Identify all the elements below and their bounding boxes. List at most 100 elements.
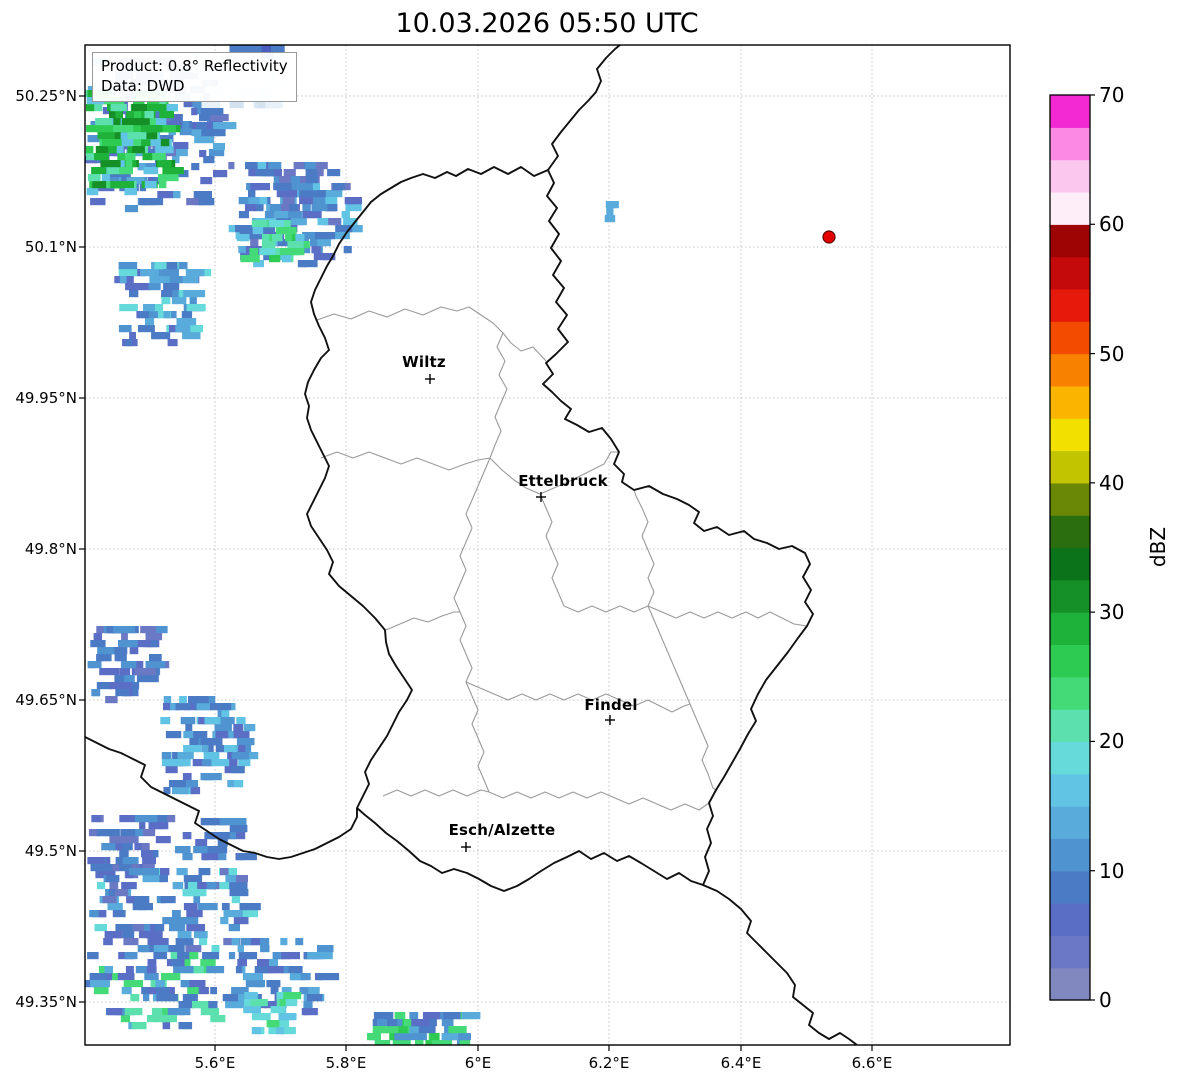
colorbar-segment — [1050, 547, 1090, 581]
radar-echo — [153, 952, 168, 960]
radar-echo — [213, 170, 228, 178]
colorbar-segment — [1050, 515, 1090, 549]
radar-echo — [124, 188, 137, 196]
radar-echo — [244, 752, 259, 760]
radar-echo — [119, 815, 140, 823]
radar-echo — [169, 1008, 191, 1016]
radar-echo — [191, 108, 198, 116]
radar-echo — [250, 183, 270, 191]
radar-echo — [120, 132, 132, 140]
radar-echo — [269, 1020, 280, 1028]
radar-echo — [153, 945, 169, 953]
radar-echo — [144, 111, 154, 119]
radar-echo — [164, 269, 179, 277]
radar-echo — [277, 1020, 290, 1028]
radar-echo — [233, 780, 244, 788]
radar-echo — [230, 832, 246, 840]
radar-echo — [163, 283, 180, 291]
radar-echo — [100, 160, 121, 168]
radar-echo — [250, 999, 268, 1007]
radar-echo — [121, 118, 143, 126]
radar-echo — [92, 181, 107, 189]
radar-echo — [604, 215, 616, 223]
radar-echo — [129, 332, 136, 340]
radar-echo — [162, 167, 184, 175]
radar-echo — [281, 966, 303, 974]
radar-echo — [151, 304, 164, 312]
radar-echo — [283, 992, 302, 1000]
radar-echo — [289, 204, 299, 212]
colorbar-segment — [1050, 224, 1090, 258]
radar-echo — [302, 204, 311, 212]
radar-echo — [280, 938, 288, 946]
radar-echo — [122, 325, 132, 333]
radar-echo — [90, 980, 110, 988]
radar-echo — [240, 255, 260, 263]
radar-echo — [187, 987, 200, 995]
radar-echo — [270, 987, 279, 995]
radar-echo — [279, 999, 286, 1007]
radar-echo — [178, 1022, 193, 1030]
radar-echo — [301, 246, 311, 254]
radar-echo — [135, 829, 143, 837]
colorbar-segment — [1050, 709, 1090, 743]
radar-echo — [273, 176, 280, 184]
radar-echo — [125, 283, 144, 291]
radar-echo — [172, 787, 189, 795]
radar-echo — [147, 959, 157, 967]
radar-echo — [306, 994, 323, 1002]
radar-echo — [113, 118, 121, 126]
radar-echo — [161, 297, 171, 305]
radar-echo — [131, 640, 151, 648]
colorbar-segment — [1050, 353, 1090, 387]
radar-echo — [118, 177, 129, 185]
colorbar-segment — [1050, 95, 1090, 128]
radar-echo — [156, 994, 178, 1002]
radar-echo — [147, 177, 155, 185]
radar-echo — [157, 191, 174, 199]
radar-echo — [108, 647, 128, 655]
radar-echo — [253, 162, 270, 170]
radar-echo — [189, 738, 199, 746]
radar-echo — [325, 204, 338, 212]
radar-echo — [202, 952, 220, 960]
radar-echo — [175, 703, 191, 711]
radar-echo — [289, 973, 306, 981]
radar-echo — [145, 163, 158, 171]
radar-echo — [200, 738, 223, 746]
colorbar-segment — [1050, 741, 1090, 775]
radar-echo — [119, 668, 131, 676]
radar-echo — [126, 177, 145, 185]
radar-echo — [126, 111, 140, 119]
radar-echo — [146, 815, 158, 823]
radar-echo — [113, 181, 135, 189]
radar-echo — [278, 176, 298, 184]
radar-echo — [195, 839, 208, 847]
radar-echo — [248, 190, 256, 198]
radar-echo — [317, 973, 340, 981]
radar-echo — [343, 246, 352, 254]
radar-echo — [115, 111, 123, 119]
radar-echo — [298, 260, 318, 268]
radar-echo — [103, 654, 111, 662]
radar-echo — [178, 1001, 195, 1009]
radar-echo — [125, 160, 133, 168]
radar-echo — [461, 1012, 481, 1020]
radar-echo — [225, 1001, 245, 1009]
radar-echo — [114, 675, 135, 683]
radar-echo — [124, 153, 136, 161]
region-border — [385, 611, 460, 631]
x-tick-label: 5.6°E — [194, 1054, 236, 1072]
radar-echo — [184, 959, 191, 967]
radar-echo — [317, 945, 334, 953]
radar-echo — [290, 176, 300, 184]
radar-echo — [183, 731, 194, 739]
radar-echo — [243, 724, 256, 732]
y-tick-label: 49.65°N — [15, 691, 77, 709]
radar-echo — [91, 815, 101, 823]
radar-echo — [171, 959, 182, 967]
radar-echo — [186, 198, 203, 206]
radar-echo — [233, 917, 249, 925]
radar-echo — [107, 1008, 123, 1016]
radar-echo — [169, 276, 183, 284]
